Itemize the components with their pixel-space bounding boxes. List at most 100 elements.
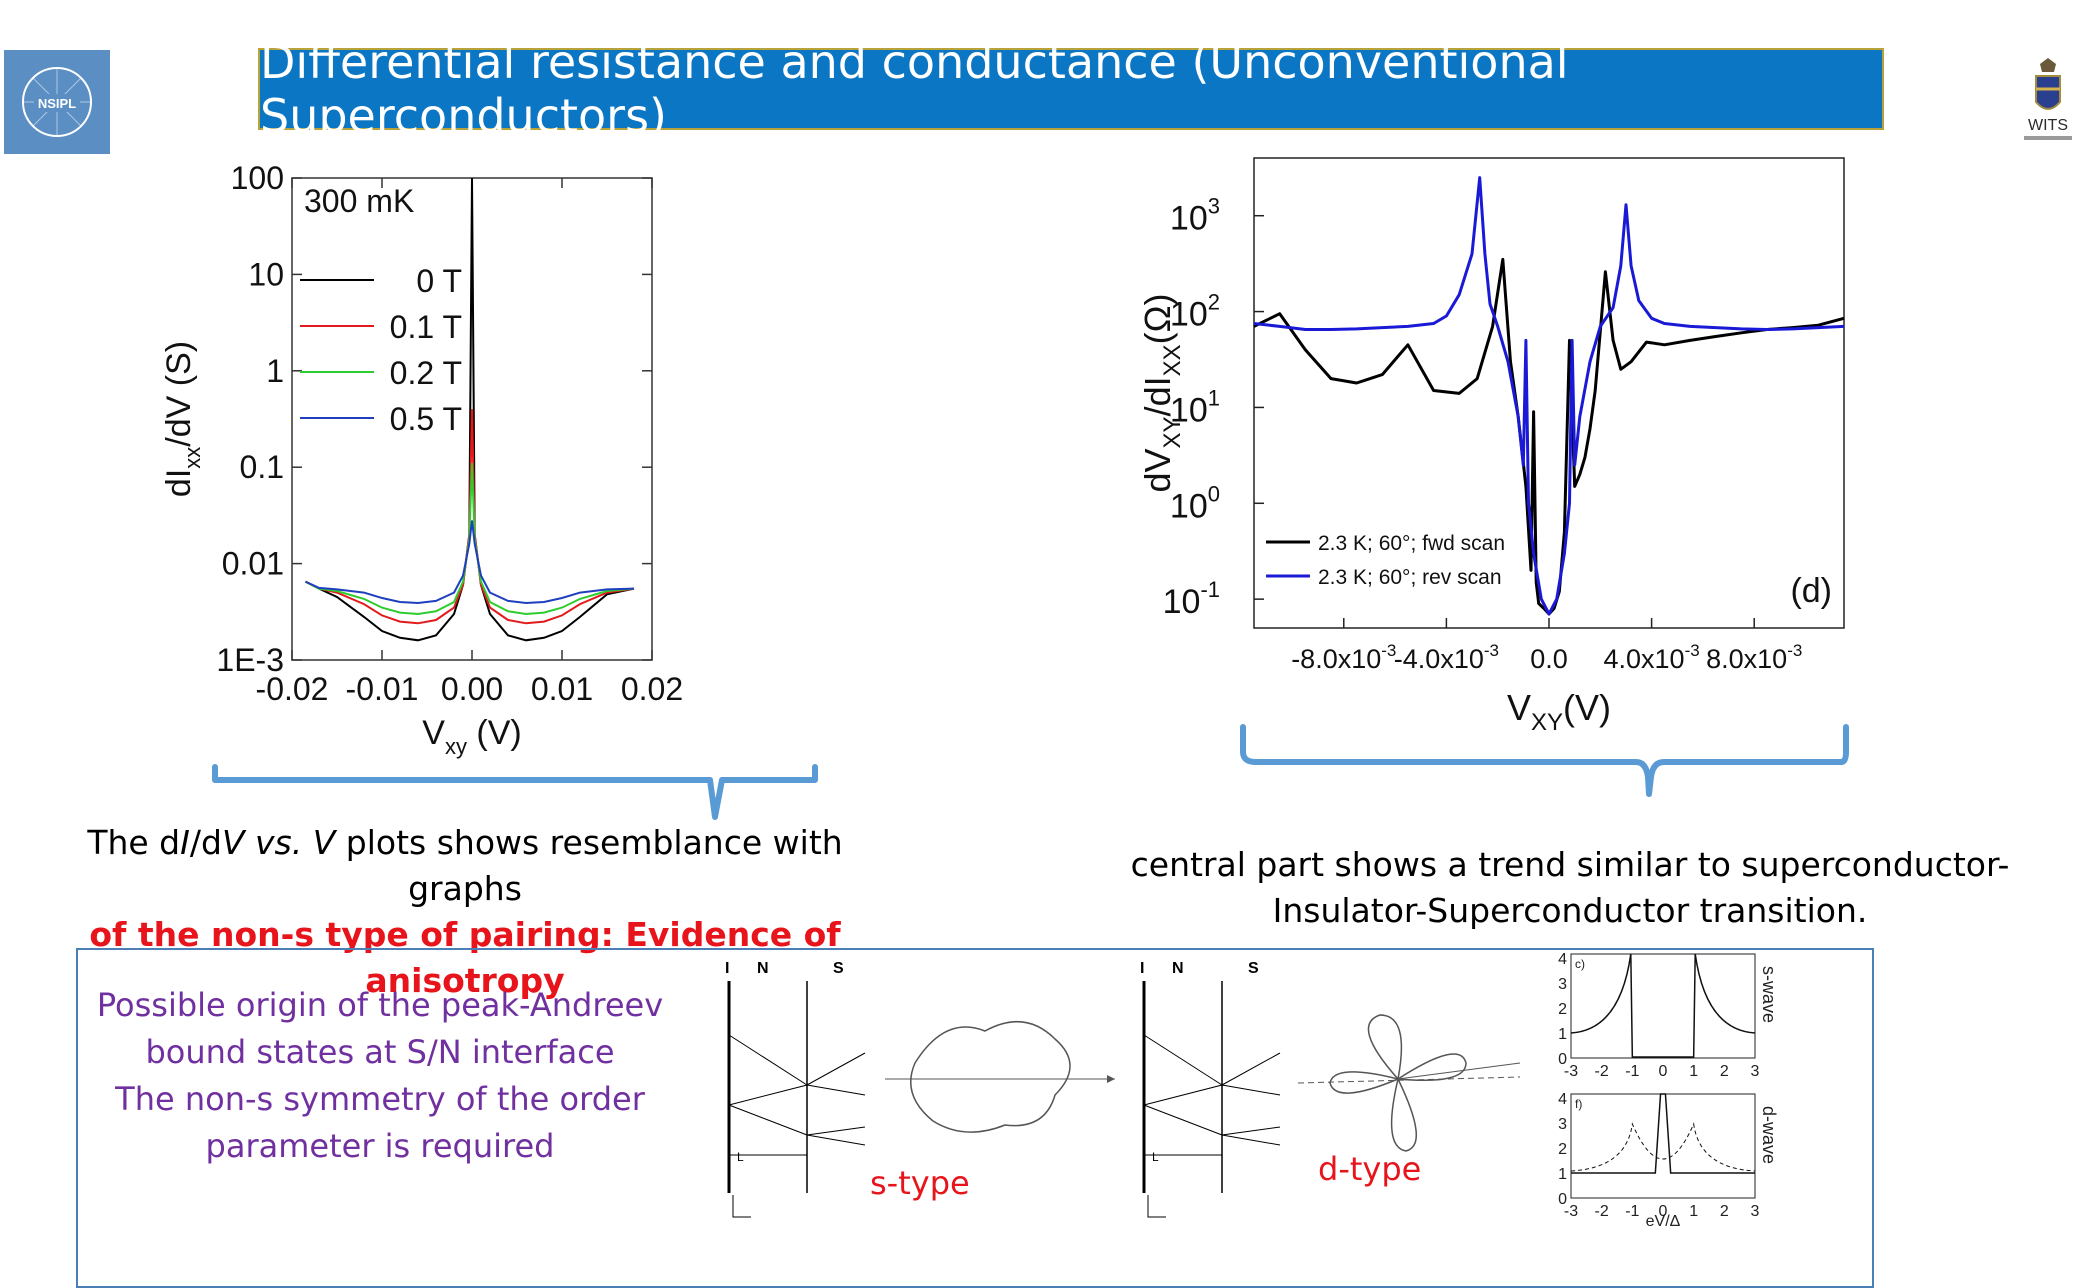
mini-xtick-label: -2 — [1595, 1063, 1609, 1080]
right-caption-line2: Insulator-Superconductor transition. — [1272, 891, 1868, 930]
mini-plot-d-wave: 0 1 2 3 4 -3 -2 -1 0 1 2 3 f) d-wave eV/Δ — [1558, 1091, 1779, 1228]
chart1-ytick-label: 0.01 — [222, 546, 284, 582]
label-n-2: N — [1172, 960, 1184, 977]
mini-ytick-label: 2 — [1558, 1001, 1567, 1018]
mini-xlabel: eV/Δ — [1646, 1213, 1681, 1228]
chart1-xtick-label: 0.00 — [441, 671, 503, 707]
chart1-ytick-label: 100 — [231, 160, 284, 196]
chart2-xtick-label: -8.0x10-3 — [1291, 641, 1396, 674]
chart2-ytick-label: 103 — [1170, 194, 1220, 238]
resistance-chart: -8.0x10-3-4.0x10-3 0.0 4.0x10-3 8.0x10-3 10-… — [1137, 157, 1845, 736]
title-banner: Differential resistance and conductance … — [258, 35, 1884, 143]
nsipl-logo: NSIPL — [4, 50, 110, 154]
mini-xtick-label: -3 — [1564, 1063, 1578, 1080]
chart2-ytick-label: 102 — [1170, 290, 1220, 334]
label-s: S — [833, 960, 844, 977]
chart2-xlabel: VXY(V) — [1507, 687, 1611, 736]
label-s-2: S — [1248, 960, 1259, 977]
mini-d-curve — [1571, 1093, 1755, 1174]
andreev-line-4: parameter is required — [205, 1127, 555, 1165]
right-caption-line1: central part shows a trend similar to su… — [1130, 845, 2010, 884]
chart2-series-0 — [1253, 257, 1845, 616]
chart1-legend-label-2: 0.2 T — [390, 355, 462, 391]
chart1-annotation: 300 mK — [304, 183, 414, 219]
chart2-legend-label-0: 2.3 K; 60°; fwd scan — [1318, 532, 1505, 555]
mini-xtick-label: -3 — [1564, 1203, 1578, 1220]
mini-tag: f) — [1575, 1097, 1582, 1111]
right-caption: central part shows a trend similar to su… — [1120, 842, 2020, 934]
chart1-series — [305, 177, 635, 642]
chart1-xtick-label: -0.02 — [256, 671, 329, 707]
chart2-axes: -8.0x10-3-4.0x10-3 0.0 4.0x10-3 8.0x10-3 10-… — [1137, 157, 1845, 736]
mini-xtick-label: 2 — [1720, 1203, 1729, 1220]
chart2-ytick-label: 100 — [1170, 481, 1220, 525]
left-caption-line1: The dI/dV vs. V plots shows resemblance … — [87, 823, 843, 908]
chart1-series-1 — [305, 409, 635, 625]
wits-logo: WITS — [2010, 56, 2086, 152]
ins-diagram-s: I N S L — [725, 960, 1115, 1218]
chart2-xtick-label: 4.0x10-3 — [1604, 641, 1700, 674]
andreev-line-3: The non-s symmetry of the order — [115, 1080, 645, 1118]
chart1-series-3 — [305, 520, 635, 605]
s-type-label: s-type — [870, 1164, 970, 1202]
chart2-xtick-label: 8.0x10-3 — [1706, 641, 1802, 674]
chart1-ytick-label: 10 — [248, 256, 284, 292]
mini-ytick-label: 4 — [1558, 1091, 1567, 1108]
andreev-line-2: bound states at S/N interface — [145, 1033, 615, 1071]
chart1-xlabel: Vxy (V) — [422, 714, 521, 759]
chart1-series-0 — [305, 177, 635, 642]
s-wave-gap-shape — [910, 1020, 1071, 1133]
svg-text:L: L — [737, 1150, 744, 1164]
mini-ytick-label: 2 — [1558, 1141, 1567, 1158]
mini-side-label: s-wave — [1759, 966, 1779, 1023]
chart2-panel-label: (d) — [1790, 572, 1832, 610]
nsipl-logo-text: NSIPL — [38, 96, 76, 111]
mini-plot-s-wave: 0 1 2 3 4 -3 -2 -1 0 1 2 3 c) s-wave — [1558, 951, 1779, 1080]
label-i-2: I — [1140, 960, 1144, 977]
chart2-xtick-label: -4.0x10-3 — [1394, 641, 1499, 674]
mini-s-curve — [1570, 953, 1756, 1058]
chart1-xtick-label: -0.01 — [346, 671, 419, 707]
label-n: N — [757, 960, 769, 977]
right-brace — [1240, 724, 1849, 797]
chart1-legend: 0 T 0.1 T 0.2 T 0.5 T — [300, 263, 462, 437]
chart2-ytick-label: 10-1 — [1163, 577, 1220, 621]
mini-xtick-label: -1 — [1625, 1203, 1639, 1220]
chart1-xtick-label: 0.02 — [621, 671, 683, 707]
ins-diagram-d: I N S L — [1140, 960, 1521, 1218]
conductance-chart: -0.02 -0.01 0.00 0.01 0.02 1E-3 0.01 0.1 1 10 100 3… — [160, 160, 683, 759]
svg-text:L: L — [1152, 1150, 1159, 1164]
mini-xtick-label: 0 — [1659, 1063, 1668, 1080]
chart1-ylabel: dIxx/dV (S) — [160, 341, 205, 497]
mini-ytick-label: 3 — [1558, 1116, 1567, 1133]
chart2-xtick-label: 0.0 — [1530, 644, 1568, 674]
left-brace — [212, 764, 818, 820]
mini-xtick-label: 1 — [1689, 1203, 1698, 1220]
mini-xtick-label: -1 — [1625, 1063, 1639, 1080]
mini-d-curve-dashed — [1570, 1122, 1756, 1172]
slide-title: Differential resistance and conductance … — [260, 35, 1569, 143]
mini-ytick-label: 3 — [1558, 976, 1567, 993]
chart2-ytick-label: 101 — [1170, 385, 1220, 429]
chart1-legend-label-0: 0 T — [416, 263, 462, 299]
chart2-legend-label-1: 2.3 K; 60°; rev scan — [1318, 566, 1502, 589]
mini-ytick-label: 1 — [1558, 1166, 1567, 1183]
mini-frame — [1570, 1093, 1756, 1199]
mini-xtick-label: 2 — [1720, 1063, 1729, 1080]
chart1-ytick-label: 0.1 — [240, 449, 284, 485]
chart1-legend-label-1: 0.1 T — [390, 309, 462, 345]
mini-ytick-label: 0 — [1558, 1191, 1567, 1208]
mini-side-label: d-wave — [1759, 1106, 1779, 1164]
mini-xtick-label: 3 — [1751, 1203, 1760, 1220]
chart2-frame — [1253, 157, 1845, 629]
andreev-line-1: Possible origin of the peak-Andreev — [96, 986, 664, 1024]
mini-ytick-label: 0 — [1558, 1051, 1567, 1068]
left-caption: The dI/dV vs. V plots shows resemblance … — [40, 820, 890, 1004]
left-caption-line2: of the non-s type of pairing: Evidence o… — [89, 915, 841, 1000]
wits-logo-text: WITS — [2028, 117, 2068, 134]
chart1-series-2 — [305, 463, 635, 616]
chart1-axes: -0.02 -0.01 0.00 0.01 0.02 1E-3 0.01 0.1 1 10 100 3… — [160, 160, 683, 759]
mini-ytick-label: 1 — [1558, 1026, 1567, 1043]
chart2-ylabel: dVXY/dIXX(Ω) — [1137, 294, 1186, 493]
